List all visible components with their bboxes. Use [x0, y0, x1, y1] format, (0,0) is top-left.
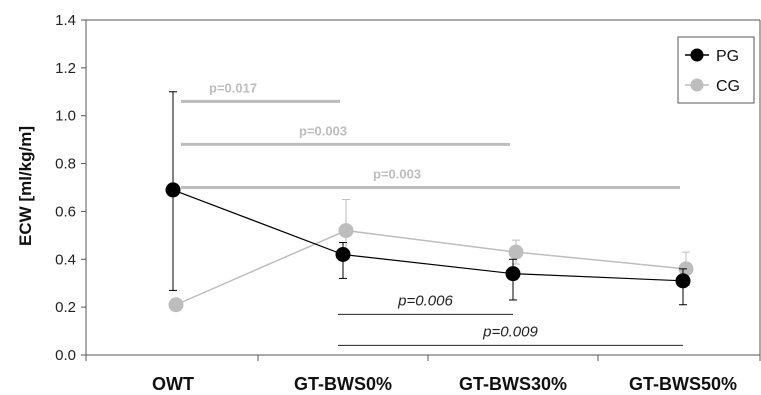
significance-label: p=0.017 [209, 80, 257, 95]
y-tick-label: 0.2 [55, 299, 76, 316]
data-point-pg [335, 247, 351, 262]
y-tick-label: 0.8 [55, 156, 76, 173]
y-tick-label: 0.4 [55, 251, 76, 268]
legend-label: PG [716, 48, 739, 65]
series-pg [165, 91, 691, 306]
significance-label: p=0.009 [482, 323, 538, 340]
data-point-cg [338, 223, 354, 239]
y-tick-label: 1.4 [55, 12, 76, 29]
data-point-pg [675, 273, 691, 289]
legend-label: CG [716, 78, 740, 95]
series-group [165, 91, 694, 313]
x-tick-label: GT-BWS30% [459, 374, 567, 394]
data-point-cg [508, 244, 524, 260]
y-tick-label: 1.2 [55, 60, 76, 77]
data-point-pg [505, 266, 521, 282]
series-line-cg [175, 229, 687, 306]
significance-label: p=0.003 [373, 167, 421, 182]
data-point-cg [168, 297, 184, 313]
legend-box [677, 36, 755, 104]
series-cg [168, 198, 694, 313]
axes: 0.0 0.2 0.4 0.6 0.8 1.0 1.2 1.4 OWT GT-BWS0% GT-BW… [55, 12, 761, 394]
series-line-pg [172, 189, 684, 282]
significance-label: p=0.006 [397, 292, 453, 309]
y-axis-label: ECW [ml/kg/m] [16, 126, 35, 246]
y-tick-label: 0.0 [55, 347, 76, 364]
legend-marker [690, 48, 704, 62]
y-tick-label: 1.0 [55, 108, 76, 125]
significance-label: p=0.003 [299, 123, 347, 138]
legend: PG CG [677, 36, 755, 104]
y-tick-label: 0.6 [55, 203, 76, 220]
x-tick-label: GT-BWS50% [629, 374, 737, 394]
significance-annotations: p=0.017 p=0.003 p=0.003 p=0.006 p=0.009 [181, 80, 683, 346]
x-tick-label: GT-BWS0% [294, 374, 392, 394]
legend-marker [690, 78, 704, 92]
x-tick-label: OWT [152, 374, 194, 394]
data-point-pg [165, 182, 181, 198]
